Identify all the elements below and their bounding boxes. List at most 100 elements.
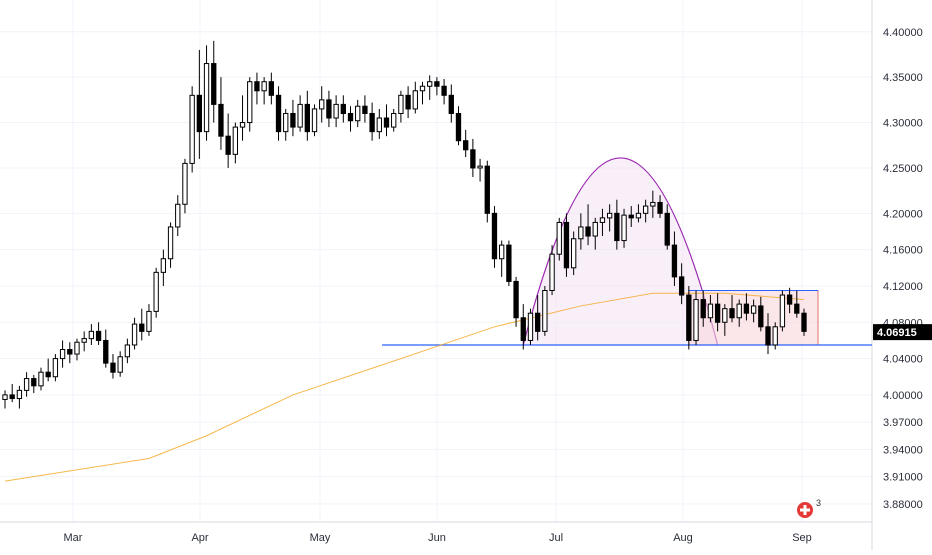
candle-body bbox=[81, 338, 87, 343]
candle-body bbox=[570, 238, 577, 269]
candle-body bbox=[239, 122, 246, 128]
y-tick-label: 4.04000 bbox=[883, 354, 923, 366]
candle-body bbox=[160, 258, 167, 273]
candle-body bbox=[484, 165, 490, 214]
candle-body bbox=[2, 394, 8, 400]
candle-body bbox=[786, 294, 793, 305]
candle-body bbox=[189, 94, 195, 164]
candle-body bbox=[499, 244, 505, 260]
candle-body bbox=[491, 212, 498, 260]
candle-body bbox=[333, 103, 339, 119]
y-tick-label: 4.25000 bbox=[883, 163, 923, 175]
y-tick-label: 3.88000 bbox=[883, 499, 923, 511]
candle-body bbox=[383, 117, 390, 128]
candle-body bbox=[59, 349, 66, 360]
candle-body bbox=[736, 303, 742, 319]
candle-body bbox=[455, 112, 462, 142]
candle-body bbox=[247, 81, 253, 124]
candle-body bbox=[801, 312, 807, 332]
candle-body bbox=[347, 112, 354, 122]
candle-body bbox=[599, 217, 606, 223]
candle-body bbox=[628, 214, 634, 219]
candle-body bbox=[103, 339, 109, 364]
candle-body bbox=[592, 221, 598, 237]
candle-body bbox=[549, 253, 555, 292]
candle-body bbox=[642, 205, 649, 214]
x-tick-label: Sep bbox=[792, 532, 812, 544]
x-tick-label: Jun bbox=[428, 532, 446, 544]
candle-body bbox=[427, 81, 433, 87]
candle-body bbox=[398, 94, 404, 114]
candle-body bbox=[678, 276, 685, 296]
candle-body bbox=[376, 117, 382, 133]
candle-body bbox=[470, 149, 476, 169]
candle-body bbox=[124, 344, 131, 358]
notification-icon-bar-v bbox=[803, 505, 807, 515]
candle-body bbox=[412, 90, 418, 110]
candle-body bbox=[319, 99, 325, 110]
candle-body bbox=[31, 378, 37, 387]
candle-body bbox=[650, 201, 656, 207]
candle-body bbox=[686, 294, 692, 341]
candle-body bbox=[153, 271, 159, 312]
candle-body bbox=[211, 63, 217, 105]
candle-body bbox=[700, 299, 706, 319]
candle-body bbox=[664, 212, 670, 246]
candle-body bbox=[283, 112, 289, 133]
candle-body bbox=[52, 358, 59, 378]
y-tick-label: 4.20000 bbox=[883, 208, 923, 220]
x-tick-label: May bbox=[310, 532, 331, 544]
candle-body bbox=[535, 312, 541, 332]
candle-body bbox=[340, 103, 346, 114]
y-tick-label: 4.40000 bbox=[883, 27, 923, 39]
x-tick-label: Aug bbox=[673, 532, 693, 544]
candle-body bbox=[714, 303, 721, 323]
y-tick-label: 4.16000 bbox=[883, 245, 923, 257]
candle-body bbox=[506, 244, 512, 282]
candle-body bbox=[671, 244, 678, 278]
y-tick-label: 4.12000 bbox=[883, 281, 923, 293]
candle-body bbox=[729, 308, 735, 319]
candle-body bbox=[45, 371, 51, 378]
candle-body bbox=[88, 330, 95, 340]
candle-body bbox=[225, 135, 231, 155]
candle-body bbox=[448, 94, 454, 114]
candle-body bbox=[707, 303, 714, 319]
candle-body bbox=[167, 226, 174, 260]
candle-body bbox=[434, 81, 440, 87]
candle-body bbox=[182, 162, 188, 205]
candle-body bbox=[635, 212, 642, 219]
y-tick-label: 4.30000 bbox=[883, 118, 923, 130]
candle-body bbox=[405, 94, 411, 110]
candle-body bbox=[794, 303, 800, 314]
candle-body bbox=[254, 81, 260, 92]
candle-body bbox=[196, 94, 203, 133]
candle-body bbox=[16, 389, 23, 400]
candle-body bbox=[9, 394, 15, 400]
candle-body bbox=[722, 308, 728, 323]
candle-body bbox=[657, 201, 663, 214]
candle-body bbox=[268, 81, 274, 96]
candle-body bbox=[139, 323, 145, 332]
candle-body bbox=[743, 303, 750, 314]
candle-body bbox=[261, 81, 267, 92]
last-price-label: 4.06915 bbox=[877, 327, 917, 339]
y-tick-label: 4.00000 bbox=[883, 390, 923, 402]
candle-body bbox=[74, 341, 80, 355]
candle-body bbox=[131, 323, 138, 346]
candle-body bbox=[758, 305, 764, 328]
candle-body bbox=[621, 214, 627, 242]
candle-body bbox=[304, 103, 310, 133]
candle-body bbox=[275, 94, 282, 133]
candle-body bbox=[614, 212, 620, 242]
candle-body bbox=[95, 330, 102, 341]
candle-body bbox=[117, 356, 123, 373]
candle-body bbox=[772, 326, 778, 346]
candle-body bbox=[542, 290, 548, 332]
candle-body bbox=[578, 226, 584, 240]
candle-body bbox=[23, 378, 30, 391]
candle-body bbox=[563, 221, 570, 269]
candle-body bbox=[146, 310, 152, 332]
